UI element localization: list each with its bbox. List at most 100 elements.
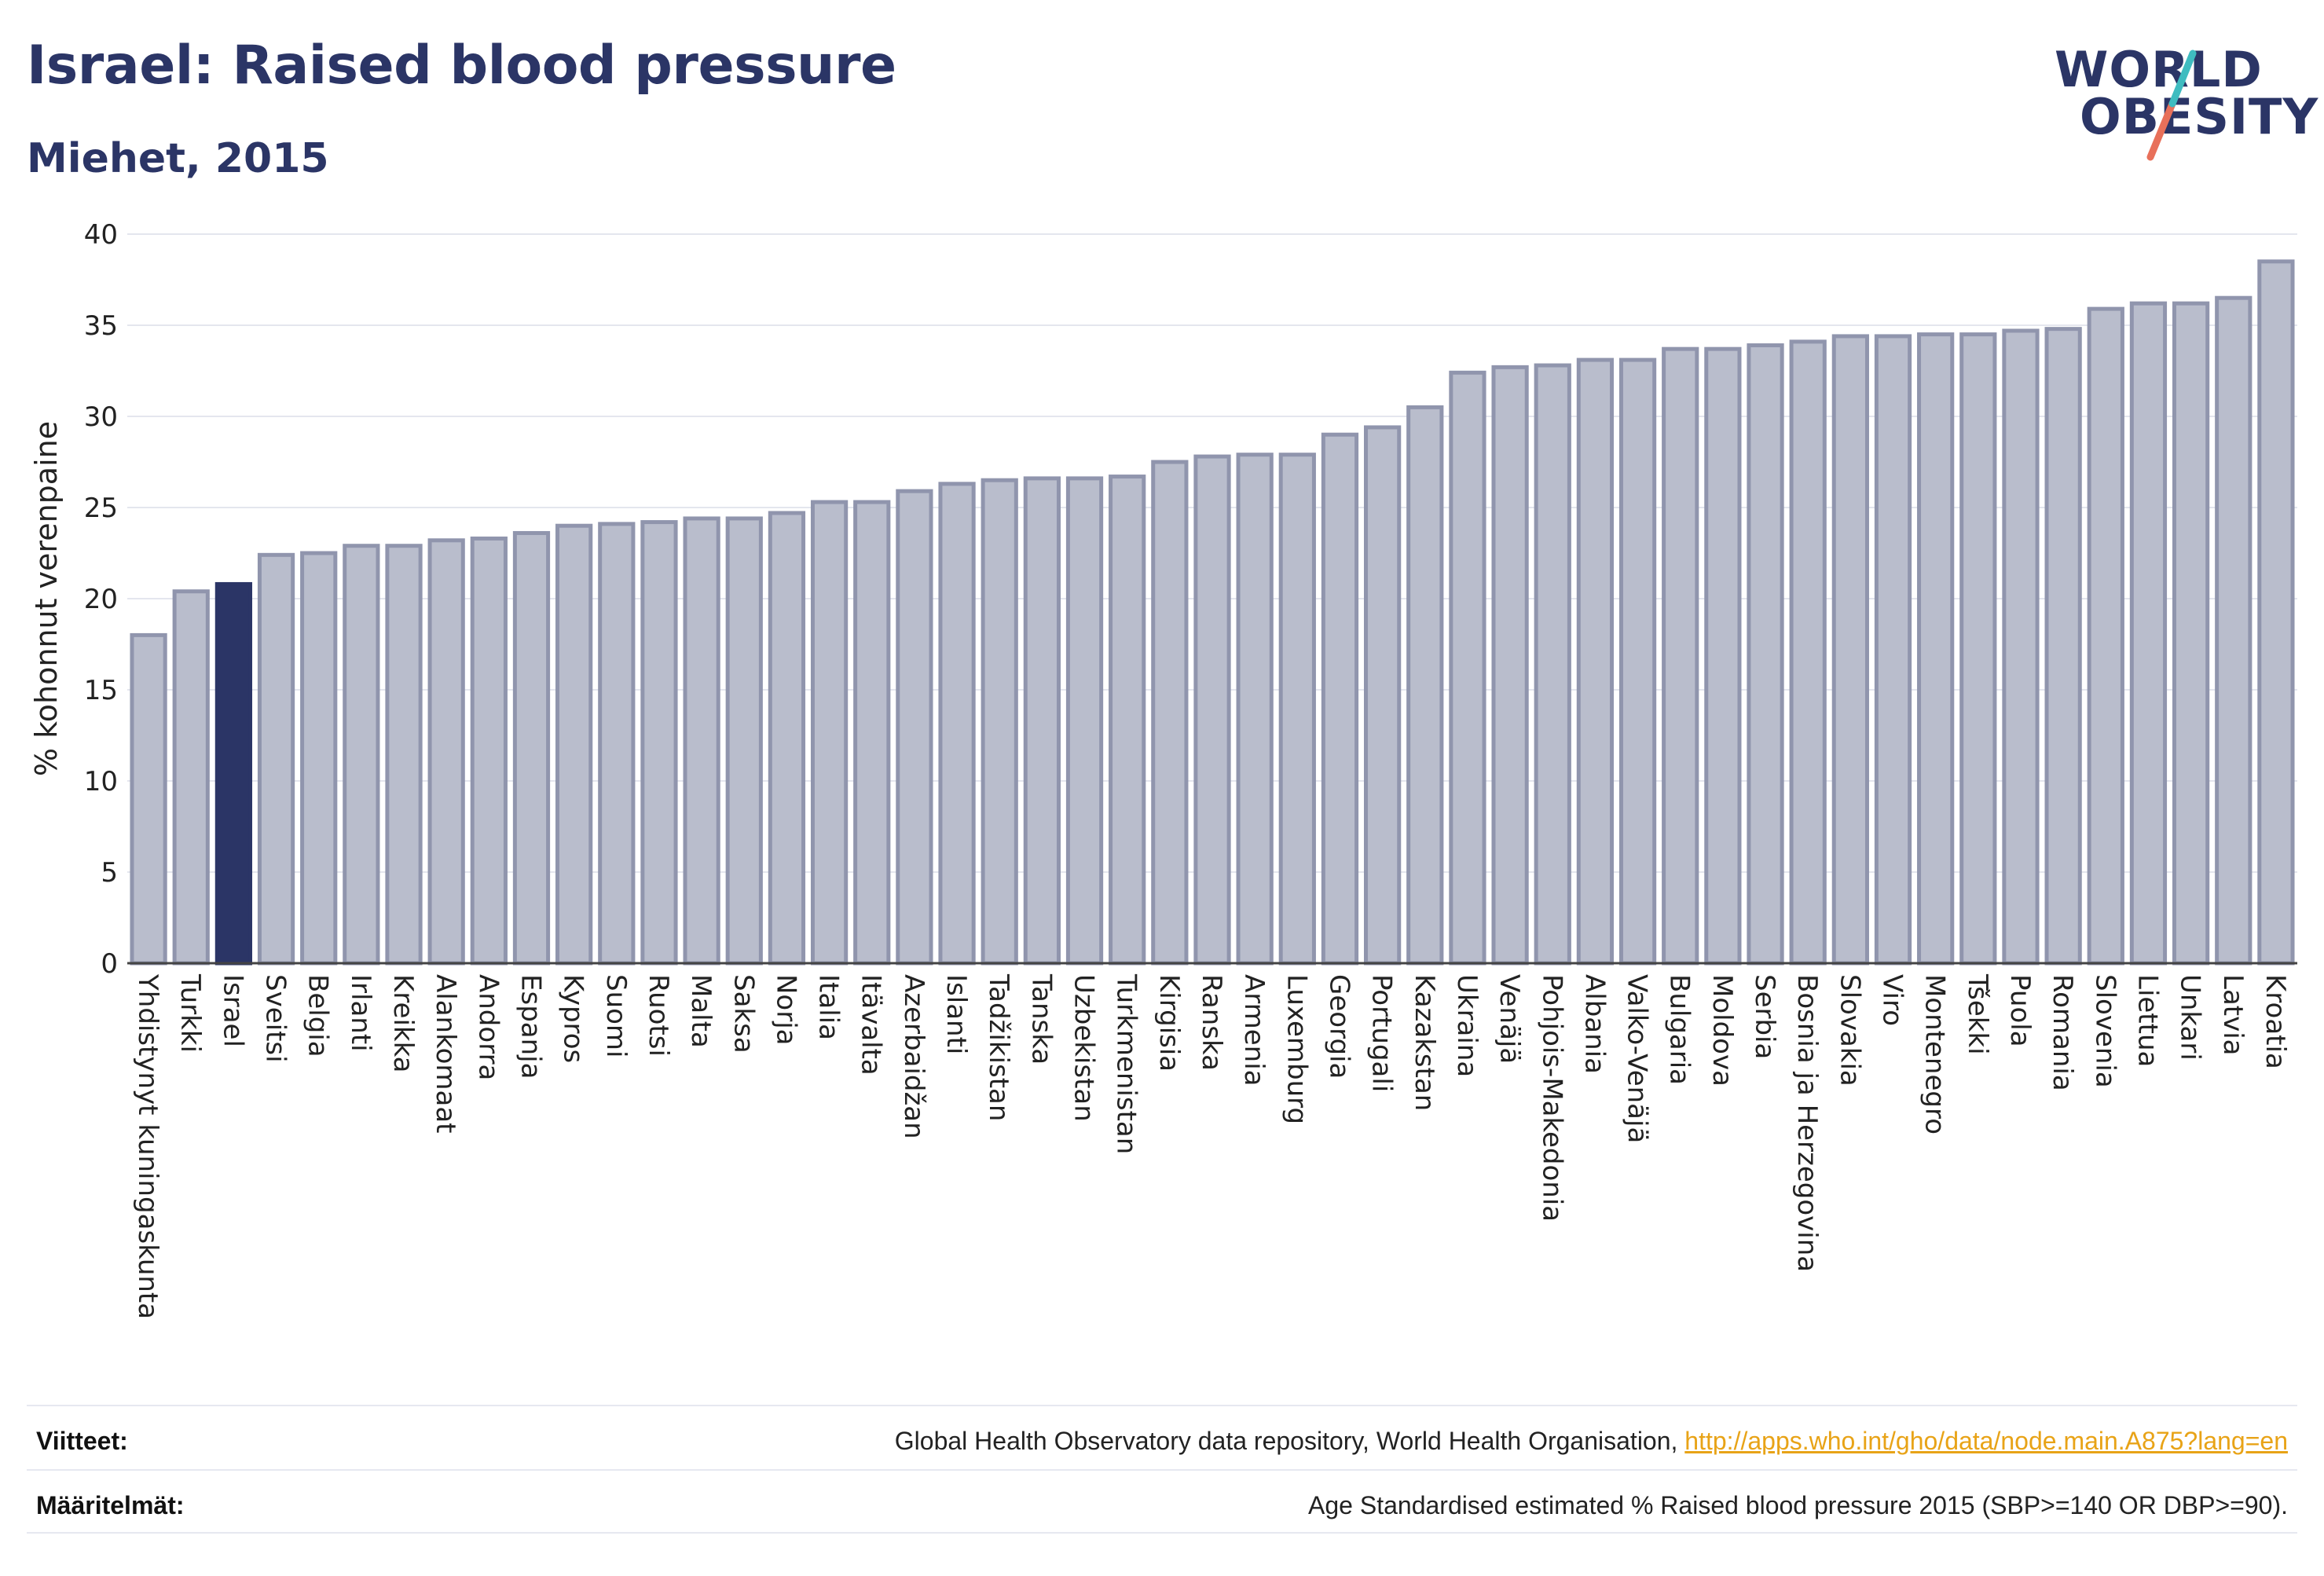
x-tick-label: Kreikka	[387, 974, 419, 1073]
bar	[853, 500, 891, 966]
x-tick-label: Montenegro	[1919, 974, 1951, 1134]
bar	[810, 500, 849, 966]
sources-description: Global Health Observatory data repositor…	[894, 1427, 1685, 1455]
x-tick-label: Israel	[217, 974, 248, 1047]
bar	[1406, 405, 1444, 966]
x-tick-label: Kypros	[558, 974, 589, 1063]
bar	[1193, 454, 1231, 966]
logo-line-2: OBESITY	[2080, 88, 2319, 145]
x-tick-label: Serbia	[1749, 974, 1780, 1059]
definitions-text: Age Standardised estimated % Raised bloo…	[1308, 1491, 2288, 1519]
bar	[1831, 334, 1869, 966]
x-tick-label: Itävalta	[856, 974, 887, 1076]
x-tick-label: Andorra	[472, 974, 504, 1080]
x-tick-label: Malta	[685, 974, 717, 1048]
x-tick-label: Uzbekistan	[1069, 974, 1100, 1122]
bar	[768, 511, 806, 966]
bar	[1023, 476, 1061, 966]
x-tick-label: Luxemburg	[1281, 974, 1312, 1124]
footer-divider	[27, 1469, 2297, 1471]
bar	[640, 520, 678, 966]
x-tick-label: Italia	[813, 974, 845, 1040]
x-tick-label: Sveitsi	[260, 974, 291, 1063]
chart-title: Israel: Raised blood pressure	[27, 35, 896, 97]
x-tick-label: Yhdistynyt kuningaskunta	[132, 973, 163, 1319]
x-tick-label: Albania	[1578, 974, 1610, 1074]
bar	[2002, 328, 2040, 966]
x-tick-label: Valko-Venäjä	[1622, 974, 1653, 1143]
y-tick-label: 30	[84, 401, 118, 433]
x-tick-label: Alankomaat	[430, 974, 461, 1134]
bar	[1789, 339, 1827, 966]
x-tick-label: Islanti	[940, 974, 972, 1054]
x-tick-label: Ukraina	[1451, 974, 1483, 1077]
x-tick-label: Norja	[770, 974, 801, 1046]
x-tick-label: Pohjois-Makedonia	[1536, 974, 1567, 1222]
bar	[1449, 370, 1486, 966]
sources-link[interactable]: http://apps.who.int/gho/data/node.main.A…	[1684, 1427, 2288, 1455]
bar	[214, 581, 253, 966]
bar	[300, 551, 338, 966]
x-tick-label: Kirgisia	[1153, 974, 1185, 1072]
x-tick-label: Turkki	[174, 973, 206, 1053]
bar	[2215, 295, 2253, 966]
bar	[555, 523, 593, 966]
y-tick-label: 15	[84, 675, 118, 706]
bar	[470, 536, 508, 966]
x-tick-label: Venäjä	[1494, 974, 1525, 1064]
x-tick-label: Moldova	[1706, 974, 1738, 1087]
definitions-label: Määritelmät:	[36, 1491, 185, 1519]
x-tick-label: Latvia	[2217, 974, 2249, 1056]
bar	[2087, 306, 2124, 966]
x-tick-label: Belgia	[302, 974, 334, 1057]
bar	[1151, 460, 1189, 966]
bar-chart: 0 5 10 15 20 25 30 35 40 % kohonnut verenpaine Yhd…	[29, 219, 2297, 1319]
bar	[257, 552, 295, 966]
y-tick-label: 25	[84, 493, 118, 524]
x-tick-label: Ranska	[1196, 974, 1227, 1071]
logo-line-1: WORLD	[2055, 41, 2263, 98]
sources-label: Viitteet:	[36, 1427, 128, 1455]
x-tick-label: Bosnia ja Herzegovina	[1791, 974, 1823, 1272]
bar	[938, 482, 976, 966]
x-tick-label: Viro	[1877, 974, 1908, 1026]
chart-subtitle: Miehet, 2015	[27, 135, 329, 182]
bar	[725, 516, 763, 966]
bar	[2044, 327, 2082, 966]
x-tick-label: Kazakstan	[1409, 974, 1440, 1111]
bar	[1576, 357, 1615, 966]
bar	[1618, 357, 1657, 966]
bar	[385, 544, 423, 966]
footer-divider	[27, 1532, 2297, 1534]
bar	[512, 530, 551, 966]
bar	[130, 632, 167, 966]
x-tick-label: Tšekki	[1962, 973, 1993, 1055]
y-axis-label: % kohonnut verenpaine	[29, 421, 64, 776]
y-tick-label: 40	[84, 219, 118, 251]
bar	[1065, 476, 1104, 966]
x-tick-label: Saksa	[728, 974, 759, 1054]
bar	[1662, 346, 1699, 966]
bar	[343, 544, 380, 966]
x-tick-label: Armenia	[1238, 974, 1270, 1087]
bar	[1747, 343, 1784, 966]
bar	[1278, 453, 1316, 966]
bar	[2257, 259, 2295, 966]
x-tick-label: Espanja	[515, 974, 546, 1079]
bar	[981, 478, 1018, 966]
x-tick-label: Unkari	[2175, 974, 2206, 1061]
x-tick-label: Slovakia	[1834, 974, 1865, 1087]
bar	[1236, 453, 1274, 966]
y-tick-label: 35	[84, 310, 118, 342]
bar	[1704, 346, 1742, 966]
x-tick-label: Irlanti	[345, 974, 376, 1052]
x-tick-label: Tadžikistan	[983, 973, 1014, 1121]
sources-text: Global Health Observatory data repositor…	[895, 1427, 2288, 1456]
footer-divider	[27, 1405, 2297, 1406]
bar	[2129, 301, 2168, 966]
x-tick-label: Slovenia	[2089, 974, 2121, 1088]
x-tick-label: Georgia	[1323, 974, 1354, 1079]
bar	[1917, 332, 1955, 966]
bar	[683, 516, 720, 966]
x-tick-label: Puola	[2004, 974, 2036, 1047]
